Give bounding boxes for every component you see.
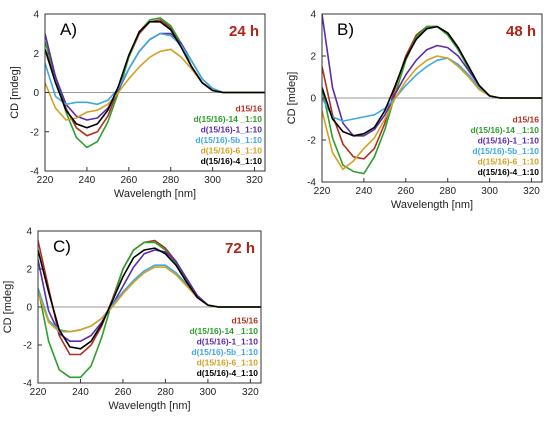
x-tick-label: 260 <box>120 175 137 186</box>
y-tick-label: -2 <box>30 127 39 138</box>
x-tick-label: 220 <box>314 186 331 197</box>
y-tick-label: -4 <box>307 178 316 189</box>
legend-entry: d15/16 <box>232 316 259 326</box>
series-line-5 <box>38 266 261 333</box>
x-tick-label: 220 <box>37 175 54 186</box>
time-label: 48 h <box>506 23 536 40</box>
y-tick-label: -4 <box>23 379 32 390</box>
y-tick-label: 4 <box>310 10 316 21</box>
legend-entry: d(15/16)-6_1:10 <box>478 157 540 167</box>
series-line-6 <box>45 21 265 129</box>
series-line-4 <box>45 32 265 106</box>
legend-entry: d(15/16)-4_1:10 <box>201 156 263 166</box>
x-tick-label: 320 <box>246 175 263 186</box>
x-tick-label: 240 <box>356 186 373 197</box>
x-tick-label: 280 <box>162 175 179 186</box>
panel-label: B) <box>337 20 354 39</box>
panel-label: A) <box>60 20 77 39</box>
y-axis-label: CD [mdeg] <box>286 72 298 125</box>
series-lines <box>322 14 542 175</box>
y-tick-label: 4 <box>26 227 32 238</box>
series-line-6 <box>322 25 542 137</box>
y-tick-label: 2 <box>310 52 316 63</box>
legend-entry: d(15/16)-4_1:10 <box>478 167 540 177</box>
y-tick-label: 0 <box>33 88 39 99</box>
series-lines <box>38 239 261 379</box>
legend-entry: d(15/16)-4_1:10 <box>197 368 259 378</box>
y-tick-label: 0 <box>26 303 32 314</box>
legend-entry: d15/16 <box>513 115 540 125</box>
y-tick-label: 2 <box>33 49 39 60</box>
legend-entry: d(15/16)-14 _1:10 <box>189 326 258 336</box>
y-tick-label: -2 <box>307 136 316 147</box>
legend-entry: d(15/16)-1_1:10 <box>478 136 540 146</box>
legend-entry: d(15/16)-5b_1:10 <box>195 135 262 145</box>
y-tick-label: 4 <box>33 10 39 21</box>
x-tick-label: 280 <box>157 387 174 398</box>
legend-entry: d(15/16)-5b_1:10 <box>472 146 539 156</box>
series-line-4 <box>322 57 542 122</box>
legend-entry: d(15/16)-1_1:10 <box>201 125 263 135</box>
series-lines <box>45 17 265 149</box>
x-tick-label: 220 <box>30 387 47 398</box>
series-line-3 <box>45 32 265 121</box>
legend-entry: d(15/16)-14 _1:10 <box>470 125 539 135</box>
x-tick-label: 280 <box>439 186 456 197</box>
panel-label: C) <box>53 237 71 256</box>
x-tick-label: 300 <box>204 175 221 186</box>
y-axis-label: CD [mdeg] <box>9 66 21 119</box>
x-axis-label: Wavelength [nm] <box>391 199 473 211</box>
series-line-6 <box>38 247 261 350</box>
legend-entry: d(15/16)-14 _1:10 <box>193 114 262 124</box>
series-line-4 <box>38 264 261 333</box>
legend-entry: d15/16 <box>236 104 263 114</box>
legend-entry: d(15/16)-1_1:10 <box>197 337 259 347</box>
x-tick-label: 260 <box>115 387 132 398</box>
x-axis-label: Wavelength [nm] <box>108 400 190 412</box>
x-tick-label: 240 <box>79 175 96 186</box>
x-tick-label: 320 <box>523 186 540 197</box>
chart-panel-1: 220 240 260 280 300 320 -4 -2 0 2 4 Wavelength [nm]… <box>9 10 266 200</box>
x-axis-label: Wavelength [nm] <box>114 188 196 200</box>
y-tick-label: -4 <box>30 167 39 178</box>
time-label: 24 h <box>229 23 259 40</box>
series-line-5 <box>45 48 265 121</box>
x-tick-label: 240 <box>72 387 89 398</box>
chart-panel-2: 220 240 260 280 300 320 -4 -2 0 2 4 Wavelength [nm]… <box>286 10 543 211</box>
chart-panel-3: 220 240 260 280 300 320 -4 -2 0 2 4 Wavelength [nm]… <box>2 227 262 412</box>
x-tick-label: 300 <box>481 186 498 197</box>
legend-entry: d(15/16)-6_1:10 <box>201 146 263 156</box>
x-tick-label: 320 <box>242 387 259 398</box>
legend-entry: d(15/16)-6_1:10 <box>197 358 259 368</box>
y-tick-label: 2 <box>26 265 32 276</box>
legend-entry: d(15/16)-5b_1:10 <box>191 347 258 357</box>
y-axis-label: CD [mdeg] <box>2 281 14 334</box>
x-tick-label: 300 <box>200 387 217 398</box>
time-label: 72 h <box>225 240 255 257</box>
x-tick-label: 260 <box>397 186 414 197</box>
y-tick-label: -2 <box>23 341 32 352</box>
y-tick-label: 0 <box>310 94 316 105</box>
